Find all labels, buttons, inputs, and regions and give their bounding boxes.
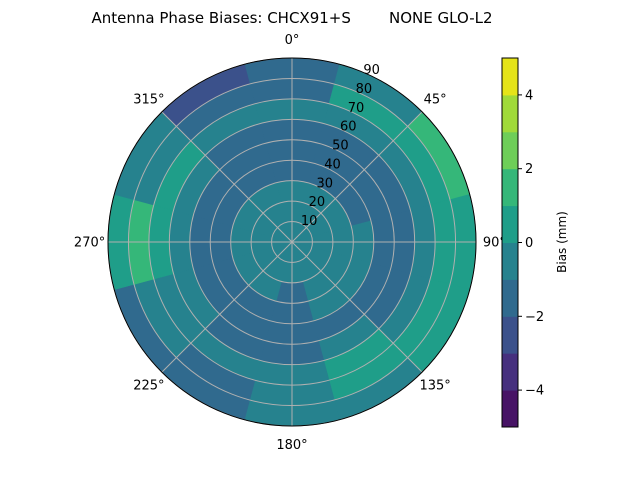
r-tick-label: 90 <box>363 63 380 78</box>
r-tick-label: 70 <box>348 101 365 116</box>
r-tick-label: 60 <box>340 120 357 135</box>
angular-gridline <box>291 241 423 373</box>
chart-title: Antenna Phase Biases: CHCX91+S NONE GLO-… <box>91 9 492 27</box>
angular-gridline <box>291 111 423 243</box>
colorbar-tick-label: 2 <box>525 162 533 177</box>
theta-tick-label: 270° <box>74 236 105 251</box>
r-tick-label: 40 <box>324 157 341 172</box>
colorbar-label: Bias (mm) <box>555 211 569 273</box>
r-tick-label: 50 <box>332 139 349 154</box>
r-tick-label: 80 <box>356 82 373 97</box>
colorbar-band <box>502 58 518 96</box>
r-tick-label: 10 <box>301 214 318 229</box>
colorbar-band <box>502 168 518 207</box>
colorbar-band <box>502 279 518 317</box>
theta-tick-label: 45° <box>424 92 447 107</box>
tick-labels: 0° 45° 90° 135° 180° 225° 270° 315° 10 20 30 40 50 60… <box>74 33 506 453</box>
theta-tick-label: 90° <box>483 236 506 251</box>
colorbar-band <box>502 131 518 170</box>
colorbar-band <box>502 205 518 243</box>
colorbar: −4 −2 0 2 4 <box>501 57 544 428</box>
colorbar-band <box>502 353 518 391</box>
theta-tick-label: 225° <box>133 379 164 394</box>
colorbar-tick-label: 0 <box>525 236 533 251</box>
theta-tick-label: 135° <box>419 379 450 394</box>
theta-tick-label: 315° <box>133 92 164 107</box>
polar-grid <box>107 57 477 427</box>
colorbar-band <box>502 390 518 428</box>
colorbar-tick-label: 4 <box>525 88 533 103</box>
colorbar-band <box>502 242 518 280</box>
angular-gridline <box>161 111 293 243</box>
r-tick-label: 30 <box>316 176 333 191</box>
colorbar-band <box>502 94 518 133</box>
colorbar-tick-label: −4 <box>525 384 544 399</box>
r-tick-label: 20 <box>309 195 326 210</box>
colorbar-tick-label: −2 <box>525 310 544 325</box>
angular-gridline <box>161 241 293 373</box>
colorbar-band <box>502 316 518 354</box>
theta-tick-label: 0° <box>285 33 300 48</box>
polar-frame <box>107 57 477 427</box>
theta-tick-label: 180° <box>276 438 307 453</box>
